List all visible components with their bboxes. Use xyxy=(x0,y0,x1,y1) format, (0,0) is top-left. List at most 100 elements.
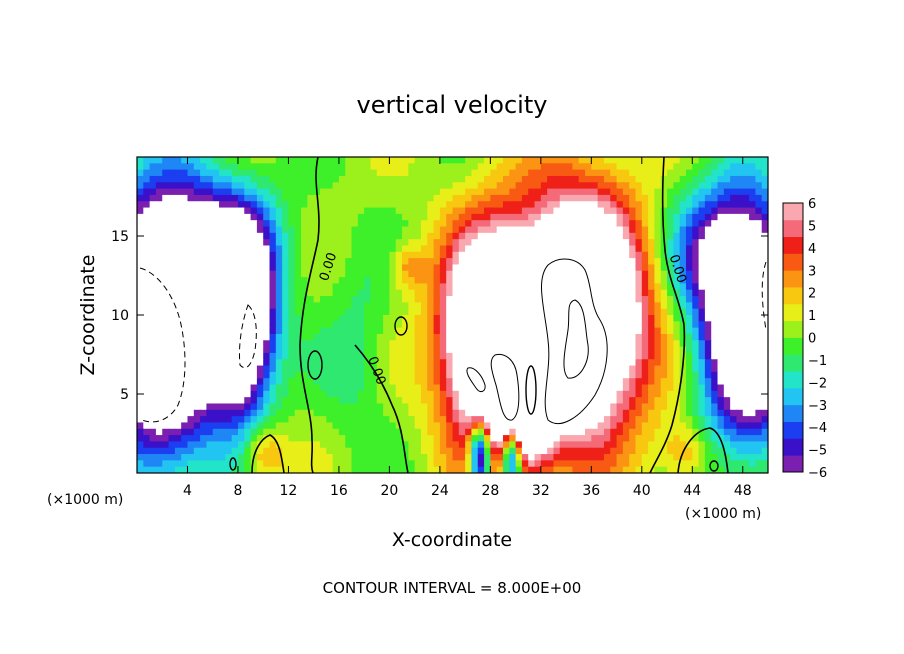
heatmap-cell xyxy=(761,182,768,190)
heatmap-cell xyxy=(200,454,208,461)
heatmap-cell xyxy=(603,321,611,329)
heatmap-cell xyxy=(578,169,586,177)
heatmap-cell xyxy=(458,169,466,177)
heatmap-cell xyxy=(509,371,517,379)
heatmap-cell xyxy=(585,333,592,341)
heatmap-cell xyxy=(490,321,498,329)
heatmap-cell xyxy=(446,207,454,215)
heatmap-cell xyxy=(603,409,611,417)
heatmap-cell xyxy=(458,365,466,373)
heatmap-cell xyxy=(502,371,510,379)
heatmap-cell xyxy=(137,435,144,442)
heatmap-cell xyxy=(137,157,144,164)
heatmap-cell xyxy=(231,157,239,164)
heatmap-cell xyxy=(559,194,567,202)
heatmap-cell xyxy=(162,194,170,202)
heatmap-cell xyxy=(149,264,157,272)
heatmap-cell xyxy=(408,175,416,183)
heatmap-cell xyxy=(187,207,195,215)
heatmap-cell xyxy=(502,365,510,373)
heatmap-cell xyxy=(193,378,201,386)
heatmap-cell xyxy=(345,371,353,379)
heatmap-cell xyxy=(181,264,189,272)
heatmap-cell xyxy=(603,441,611,449)
heatmap-cell xyxy=(603,308,611,316)
heatmap-cell xyxy=(515,245,523,253)
heatmap-cell xyxy=(521,169,529,177)
heatmap-cell xyxy=(458,346,466,354)
heatmap-cell xyxy=(685,251,693,259)
heatmap-cell xyxy=(540,384,548,392)
heatmap-cell xyxy=(364,384,372,392)
heatmap-cell xyxy=(149,416,157,424)
heatmap-cell xyxy=(206,352,214,360)
heatmap-cell xyxy=(553,340,561,348)
heatmap-cell xyxy=(168,327,176,335)
heatmap-cell xyxy=(143,315,151,322)
heatmap-cell xyxy=(755,378,763,386)
heatmap-cell xyxy=(408,182,416,190)
heatmap-cell xyxy=(547,460,555,468)
heatmap-cell xyxy=(301,466,308,473)
heatmap-cell xyxy=(420,245,428,253)
heatmap-cell xyxy=(162,371,170,379)
heatmap-cell xyxy=(711,163,719,171)
heatmap-cell xyxy=(742,220,750,228)
heatmap-cell xyxy=(515,226,523,234)
heatmap-cell xyxy=(553,352,561,360)
heatmap-cell xyxy=(219,258,226,266)
heatmap-cell xyxy=(610,447,618,455)
heatmap-cell xyxy=(383,182,390,190)
heatmap-cell xyxy=(351,365,359,373)
heatmap-cell xyxy=(471,359,479,367)
heatmap-cell xyxy=(319,201,327,209)
heatmap-cell xyxy=(162,207,170,215)
heatmap-cell xyxy=(237,416,245,424)
heatmap-cell xyxy=(528,258,536,266)
heatmap-cell xyxy=(660,365,668,373)
heatmap-cell xyxy=(597,270,605,278)
heatmap-cell xyxy=(338,258,346,266)
heatmap-cell xyxy=(591,283,599,291)
heatmap-cell xyxy=(578,371,586,379)
heatmap-cell xyxy=(193,466,201,473)
heatmap-cell xyxy=(704,327,712,335)
heatmap-cell xyxy=(521,232,529,240)
heatmap-cell xyxy=(458,333,466,341)
heatmap-cell xyxy=(648,447,656,455)
heatmap-cell xyxy=(528,251,536,259)
heatmap-cell xyxy=(685,308,693,316)
heatmap-cell xyxy=(269,454,277,461)
heatmap-cell xyxy=(263,258,271,266)
heatmap-cell xyxy=(477,397,485,405)
heatmap-cell xyxy=(332,163,340,171)
heatmap-cell xyxy=(566,315,573,322)
heatmap-cell xyxy=(301,194,308,202)
heatmap-cell xyxy=(231,378,239,386)
heatmap-cell xyxy=(465,327,473,335)
heatmap-cell xyxy=(578,384,586,392)
heatmap-cell xyxy=(553,207,561,215)
heatmap-cell xyxy=(547,239,555,247)
heatmap-cell xyxy=(585,460,592,468)
heatmap-cell xyxy=(730,435,738,442)
heatmap-cell xyxy=(351,175,359,183)
heatmap-cell xyxy=(622,226,630,234)
heatmap-cell xyxy=(193,194,201,202)
heatmap-cell xyxy=(717,245,725,253)
heatmap-cell xyxy=(477,441,485,449)
heatmap-cell xyxy=(237,466,245,473)
heatmap-cell xyxy=(704,422,712,430)
heatmap-cell xyxy=(244,422,252,430)
heatmap-cell xyxy=(490,365,498,373)
heatmap-cell xyxy=(610,409,618,417)
heatmap-cell xyxy=(155,169,163,177)
heatmap-cell xyxy=(622,441,630,449)
heatmap-cell xyxy=(629,220,637,228)
heatmap-cell xyxy=(521,175,529,183)
heatmap-cell xyxy=(679,239,687,247)
heatmap-cell xyxy=(635,213,643,221)
heatmap-cell xyxy=(395,352,403,360)
heatmap-cell xyxy=(231,251,239,259)
heatmap-cell xyxy=(402,182,409,190)
